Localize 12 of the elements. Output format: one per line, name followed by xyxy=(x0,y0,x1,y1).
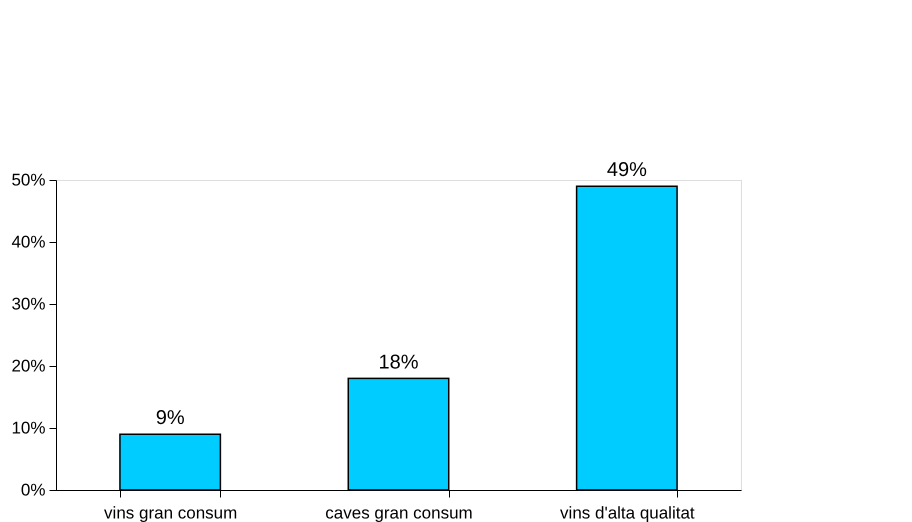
y-tick-label: 20% xyxy=(11,356,46,376)
data-label: 18% xyxy=(378,351,419,374)
y-tick-label: 40% xyxy=(11,232,46,252)
data-label: 49% xyxy=(606,159,648,182)
y-tick-label: 0% xyxy=(20,480,46,500)
x-tick-label: vins gran consum xyxy=(104,504,238,522)
x-tick-label: vins d'alta qualitat xyxy=(560,504,695,522)
y-tick-label: 30% xyxy=(11,294,46,314)
y-tick-label: 10% xyxy=(11,418,46,438)
x-tick-label: caves gran consum xyxy=(325,504,473,522)
data-label: 9% xyxy=(156,407,185,430)
y-tick-label: 50% xyxy=(11,170,46,190)
